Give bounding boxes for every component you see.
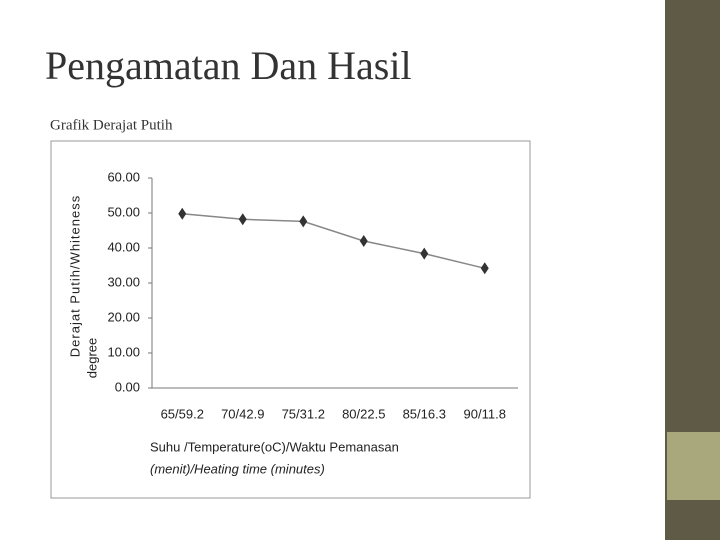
x-axis-label: (menit)/Heating time (minutes) bbox=[150, 461, 325, 476]
chart-frame bbox=[50, 140, 531, 499]
data-point bbox=[178, 207, 187, 220]
x-tick-label: 65/59.2 bbox=[161, 406, 204, 421]
data-point bbox=[480, 262, 489, 275]
x-tick-label: 80/22.5 bbox=[342, 406, 385, 421]
y-axis-label: degree bbox=[84, 338, 99, 378]
y-axis-label: Derajat Putih/Whiteness bbox=[67, 195, 82, 357]
y-tick-label: 10.00 bbox=[107, 344, 140, 359]
x-tick-label: 75/31.2 bbox=[282, 406, 325, 421]
data-point bbox=[359, 235, 368, 247]
slide-subtitle: Grafik Derajat Putih bbox=[50, 117, 173, 133]
y-tick-label: 50.00 bbox=[107, 204, 140, 219]
y-tick-label: 40.00 bbox=[107, 239, 140, 254]
data-point bbox=[238, 213, 247, 226]
data-point bbox=[420, 247, 429, 260]
slide-title: Pengamatan Dan Hasil bbox=[45, 43, 412, 88]
x-tick-label: 90/11.8 bbox=[464, 406, 506, 421]
y-tick-label: 0.00 bbox=[115, 379, 140, 394]
y-tick-label: 20.00 bbox=[107, 309, 140, 324]
y-tick-label: 30.00 bbox=[107, 274, 140, 289]
data-point bbox=[299, 215, 308, 228]
x-axis-label: Suhu /Temperature(oC)/Waktu Pemanasan bbox=[150, 439, 399, 454]
x-tick-label: 85/16.3 bbox=[403, 406, 446, 421]
y-tick-label: 60.00 bbox=[107, 169, 140, 184]
data-line bbox=[182, 212, 485, 270]
x-tick-label: 70/42.9 bbox=[221, 406, 264, 421]
side-accent bbox=[667, 432, 720, 500]
